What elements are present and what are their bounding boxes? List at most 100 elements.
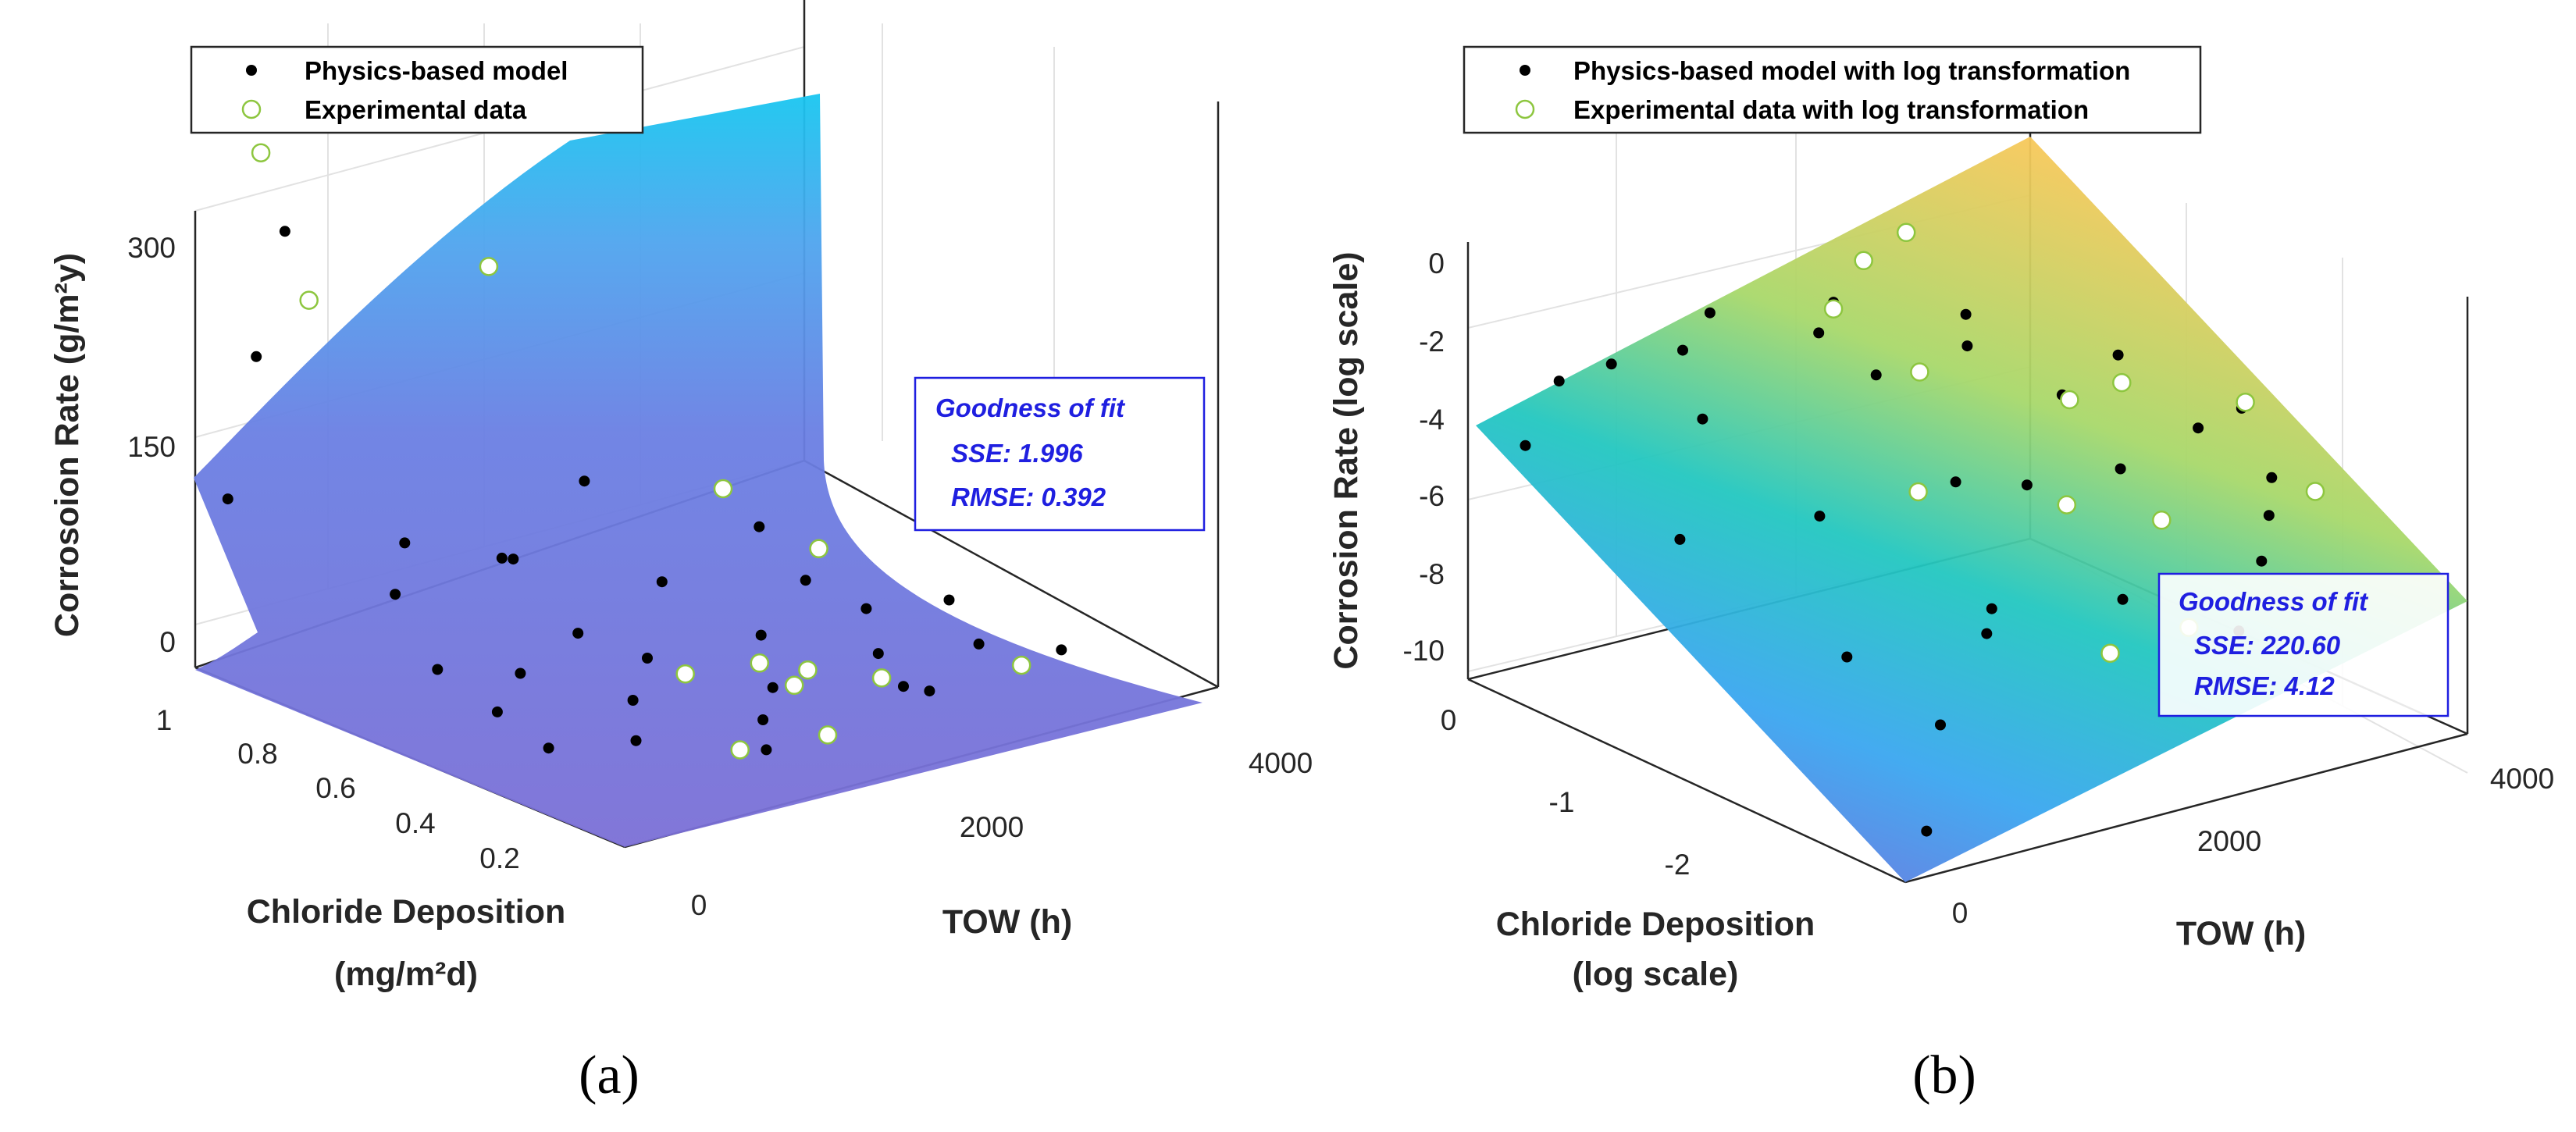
gof-rmse: RMSE: 0.392 [951,482,1106,511]
model-point [2112,349,2124,361]
model-point [399,537,411,549]
model-point [973,638,985,650]
model-point [2266,472,2278,483]
gof-sse: SSE: 220.60 [2194,631,2341,660]
y-tick: -2 [1665,849,1691,881]
model-point [1520,440,1531,451]
legend-label-model: Physics-based model with log transformat… [1573,56,2130,85]
model-point [496,552,508,564]
gof-sse: SSE: 1.996 [951,439,1083,468]
experimental-point [1910,362,1929,382]
chart-a-z-ticks: 0 150 300 [127,232,176,658]
model-point [1813,327,1825,339]
model-point [572,628,584,639]
model-point [2021,479,2033,491]
y-tick: 0 [1441,704,1457,736]
model-point [761,744,772,756]
chart-a-points [222,143,1067,760]
model-point [1697,413,1708,425]
model-point [1677,344,1688,356]
experimental-point [1854,251,1873,271]
experimental-point [675,664,695,684]
model-point [2115,463,2126,475]
model-point [2263,510,2275,522]
experimental-point [2152,511,2172,530]
model-point [627,695,639,706]
model-point [2256,555,2268,567]
legend-marker-model [246,65,257,76]
experimental-point [784,675,804,696]
legend-label-experimental: Experimental data with log transformatio… [1573,95,2089,124]
y-tick: 0.2 [479,842,519,874]
chart-b-legend: Physics-based model with log transformat… [1463,45,2202,134]
experimental-point [479,257,499,276]
legend-label-model: Physics-based model [305,56,568,85]
gof-title: Goodness of fit [2179,587,2369,616]
model-point [1841,651,1853,663]
model-point [872,648,884,660]
gof-title: Goodness of fit [935,393,1126,422]
gof-rmse: RMSE: 4.12 [2194,671,2335,700]
z-tick: 0 [159,626,176,658]
experimental-point [251,143,271,162]
x-tick: 4000 [1249,747,1313,779]
experimental-point [730,740,750,760]
legend-box [1463,45,2202,134]
model-point [1814,511,1826,522]
model-point [754,521,765,532]
model-point [1921,825,1933,837]
model-point [860,603,872,614]
y-axis-label: Chloride Deposition [247,893,566,931]
z-tick: -4 [1419,404,1445,436]
model-point [924,685,935,697]
model-point [1986,603,1997,614]
model-point [630,735,642,746]
experimental-point [299,290,319,310]
model-point [656,576,668,588]
model-point [943,594,955,606]
model-point [579,475,590,487]
model-point [543,742,554,754]
model-point [1605,358,1617,370]
legend-box [190,45,644,134]
model-point [1981,628,1993,639]
z-tick: 300 [127,232,176,264]
chart-a: 0 150 300 1 0.8 0.6 0.4 0.2 0 2000 4000 … [48,0,1313,1105]
legend-marker-model [1520,65,1530,76]
model-point [1553,376,1565,387]
panel-b-label: (b) [1912,1045,1976,1105]
experimental-point [1011,655,1031,675]
model-point [898,681,909,692]
model-point [755,629,767,641]
x-tick: 2000 [960,811,1024,843]
model-point [1935,719,1946,731]
experimental-point [2112,372,2132,393]
x-tick: 0 [1952,897,1969,929]
model-point [1056,644,1067,656]
model-point [222,493,233,505]
model-point [515,667,526,679]
z-tick: -2 [1419,326,1445,358]
model-point [800,575,811,586]
experimental-point [2057,495,2077,514]
x-axis-label: TOW (h) [942,903,1072,941]
model-point [508,554,519,565]
experimental-point [1896,222,1916,243]
legend-marker-experimental [1515,99,1535,119]
model-point [1950,476,1961,488]
z-tick: 150 [127,431,176,463]
legend-marker-experimental [241,99,262,119]
y-axis-label-line2: (mg/m²d) [334,956,478,993]
model-point [1870,369,1882,381]
experimental-point [798,660,818,680]
x-tick: 4000 [2490,763,2554,795]
model-point [251,351,262,362]
model-point [1960,308,1972,320]
y-axis-label-line2: (log scale) [1573,956,1739,993]
z-axis-label: Corrosoion Rate (g/m²y) [48,253,86,637]
experimental-point [750,653,770,673]
y-axis-label: Chloride Deposition [1496,906,1815,943]
experimental-point [2060,390,2079,410]
experimental-point [871,668,892,688]
x-tick: 0 [691,889,707,921]
